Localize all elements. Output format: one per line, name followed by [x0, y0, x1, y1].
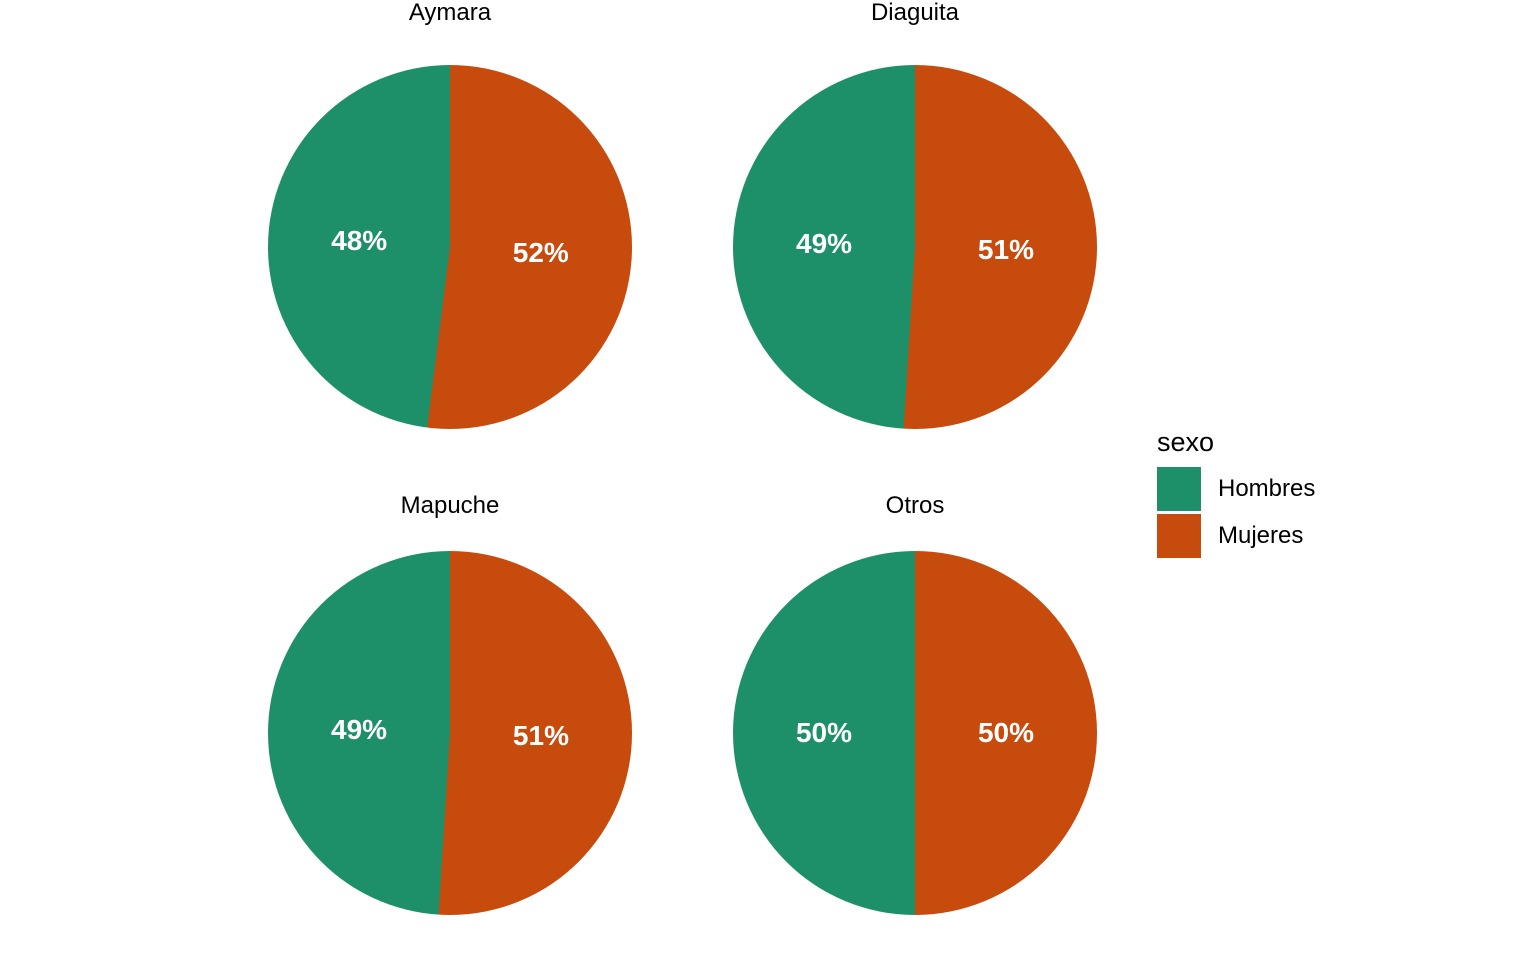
slice-percent-label: 50% — [977, 717, 1035, 748]
facet-diaguita: Diaguita 51% 49% — [682, 0, 1148, 480]
facet-title: Diaguita — [870, 0, 960, 26]
legend: sexo Hombres Mujeres — [1157, 428, 1315, 561]
facet-aymara: Aymara 52% 48% — [217, 0, 683, 480]
slice-percent-label: 52% — [512, 236, 569, 268]
legend-title: sexo — [1157, 427, 1215, 457]
slice-percent-label: 48% — [331, 225, 388, 257]
pie-chart: 51% 49% — [733, 65, 1097, 429]
legend-item-label: Hombres — [1218, 475, 1316, 502]
slice-percent-label: 50% — [795, 717, 853, 748]
slice-percent-label: 49% — [796, 228, 853, 260]
mujeres-color-swatch — [1157, 514, 1201, 558]
facet-title: Aymara — [408, 0, 492, 26]
legend-item-mujeres: Mujeres — [1157, 514, 1315, 558]
hombres-color-swatch — [1157, 467, 1201, 511]
facet-title: Otros — [885, 492, 945, 519]
facet-title: Mapuche — [400, 492, 500, 519]
facet-mapuche: Mapuche 51% 49% — [217, 480, 683, 960]
slice-percent-label: 51% — [977, 233, 1034, 265]
legend-item-hombres: Hombres — [1157, 467, 1315, 511]
pie-chart: 50% 50% — [733, 551, 1097, 915]
slice-percent-label: 49% — [331, 714, 388, 746]
pie-chart: 51% 49% — [268, 551, 632, 915]
facet-otros: Otros 50% 50% — [682, 480, 1148, 960]
legend-item-label: Mujeres — [1218, 522, 1304, 549]
pie-chart: 52% 48% — [268, 65, 632, 429]
slice-percent-label: 51% — [512, 719, 569, 751]
